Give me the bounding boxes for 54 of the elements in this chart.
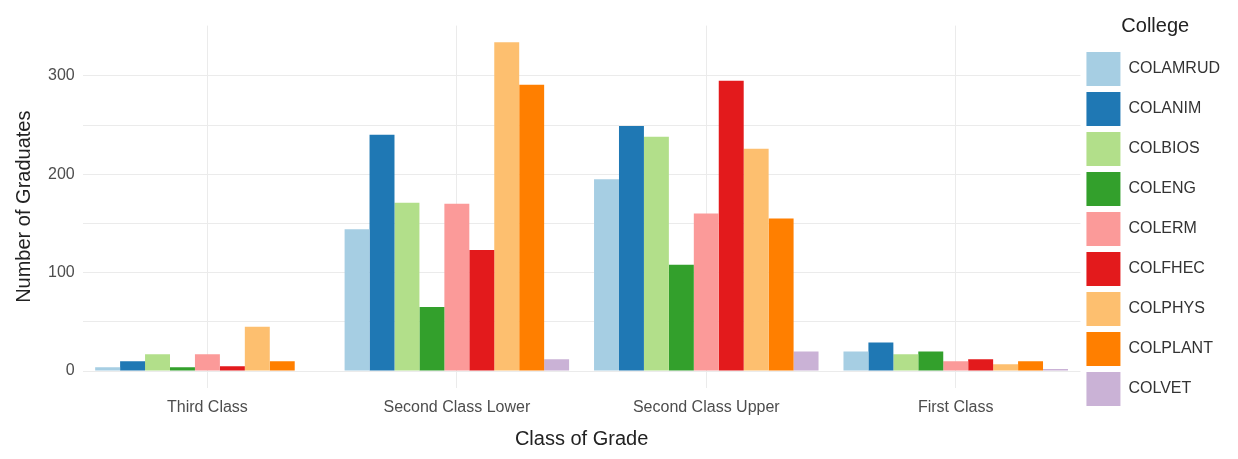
bar xyxy=(968,359,994,371)
bar xyxy=(544,359,570,371)
legend-label: COLANIM xyxy=(1128,99,1202,117)
bar xyxy=(768,218,794,371)
x-tick-label: Second Class Lower xyxy=(383,397,531,415)
x-tick-label: First Class xyxy=(917,397,994,415)
legend-label: COLFHEC xyxy=(1128,259,1205,277)
x-axis-title: Class of Grade xyxy=(514,426,649,449)
bar xyxy=(219,366,245,371)
y-tick-label: 100 xyxy=(47,263,75,281)
legend-label: COLVET xyxy=(1128,379,1192,397)
y-axis-title: Number of Graduates xyxy=(11,110,34,303)
legend-label: COLENG xyxy=(1128,179,1197,197)
bar xyxy=(419,307,445,371)
bar xyxy=(993,364,1019,371)
bar xyxy=(843,351,869,371)
bar xyxy=(394,202,420,371)
bar xyxy=(893,354,919,371)
y-tick-label: 200 xyxy=(47,164,75,182)
bar xyxy=(743,148,769,371)
bar xyxy=(494,42,520,371)
bar xyxy=(1018,361,1044,371)
bar xyxy=(618,125,644,371)
y-tick-label: 300 xyxy=(47,66,75,84)
bar xyxy=(668,264,694,371)
bar xyxy=(868,342,894,371)
bar xyxy=(643,136,669,371)
legend-title: College xyxy=(1121,13,1190,36)
bar xyxy=(269,361,295,371)
bar xyxy=(120,361,146,371)
legend-label: COLERM xyxy=(1128,219,1197,237)
legend-label: COLPLANT xyxy=(1128,339,1214,357)
bar xyxy=(194,354,220,371)
bar xyxy=(244,326,270,371)
bar xyxy=(943,361,969,371)
bar xyxy=(918,351,944,371)
bar xyxy=(170,367,195,371)
bar xyxy=(693,213,719,371)
bar xyxy=(369,134,395,371)
bar xyxy=(95,367,121,371)
bar xyxy=(444,203,470,371)
x-tick-label: Third Class xyxy=(166,397,248,415)
bar xyxy=(718,80,744,371)
legend-label: COLPHYS xyxy=(1128,299,1205,317)
bar xyxy=(793,351,819,371)
legend-label: COLBIOS xyxy=(1128,139,1200,157)
x-tick-label: Second Class Upper xyxy=(632,397,781,415)
legend-label: COLAMRUD xyxy=(1128,59,1220,77)
bar xyxy=(519,84,545,371)
bar xyxy=(344,229,370,371)
bar xyxy=(469,250,495,371)
y-tick-label: 0 xyxy=(65,361,75,379)
bar xyxy=(594,179,619,371)
bar xyxy=(145,354,170,371)
